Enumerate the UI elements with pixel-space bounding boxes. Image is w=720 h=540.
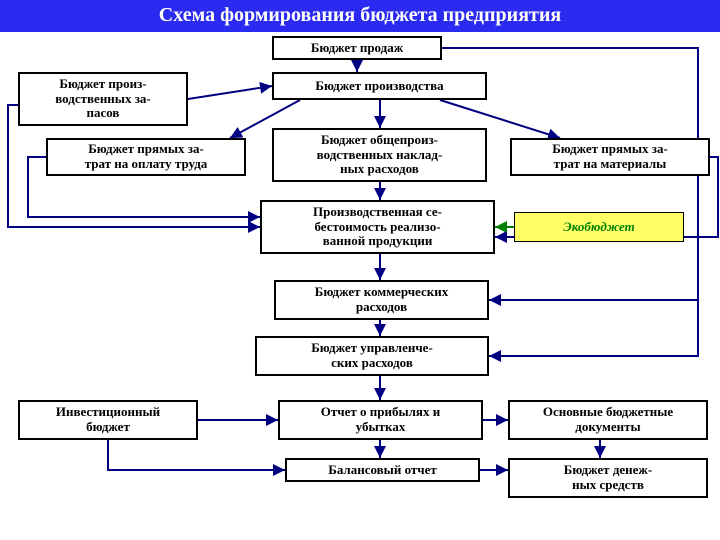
node-prod: Бюджет производства xyxy=(272,72,487,100)
node-pnl: Отчет о прибылях иубытках xyxy=(278,400,483,440)
node-sales: Бюджет продаж xyxy=(272,36,442,60)
node-labor: Бюджет прямых за-трат на оплату труда xyxy=(46,138,246,176)
node-admin: Бюджет управленче-ских расходов xyxy=(255,336,489,376)
node-balance: Балансовый отчет xyxy=(285,458,480,482)
node-cash: Бюджет денеж-ных средств xyxy=(508,458,708,498)
page-title: Схема формирования бюджета предприятия xyxy=(0,0,720,32)
node-stock: Бюджет произ-водственных за-пасов xyxy=(18,72,188,126)
edge-stock-to-prod xyxy=(188,86,272,99)
node-cost: Производственная се-бестоимость реализо-… xyxy=(260,200,495,254)
node-materials: Бюджет прямых за-трат на материалы xyxy=(510,138,710,176)
node-commerce: Бюджет коммерческихрасходов xyxy=(274,280,489,320)
node-eco: Экобюджет xyxy=(514,212,684,242)
node-invest: Инвестиционныйбюджет xyxy=(18,400,198,440)
node-overhead: Бюджет общепроиз-водственных наклад-ных … xyxy=(272,128,487,182)
node-docs: Основные бюджетныедокументы xyxy=(508,400,708,440)
edge-invest-to-balance xyxy=(108,440,285,470)
